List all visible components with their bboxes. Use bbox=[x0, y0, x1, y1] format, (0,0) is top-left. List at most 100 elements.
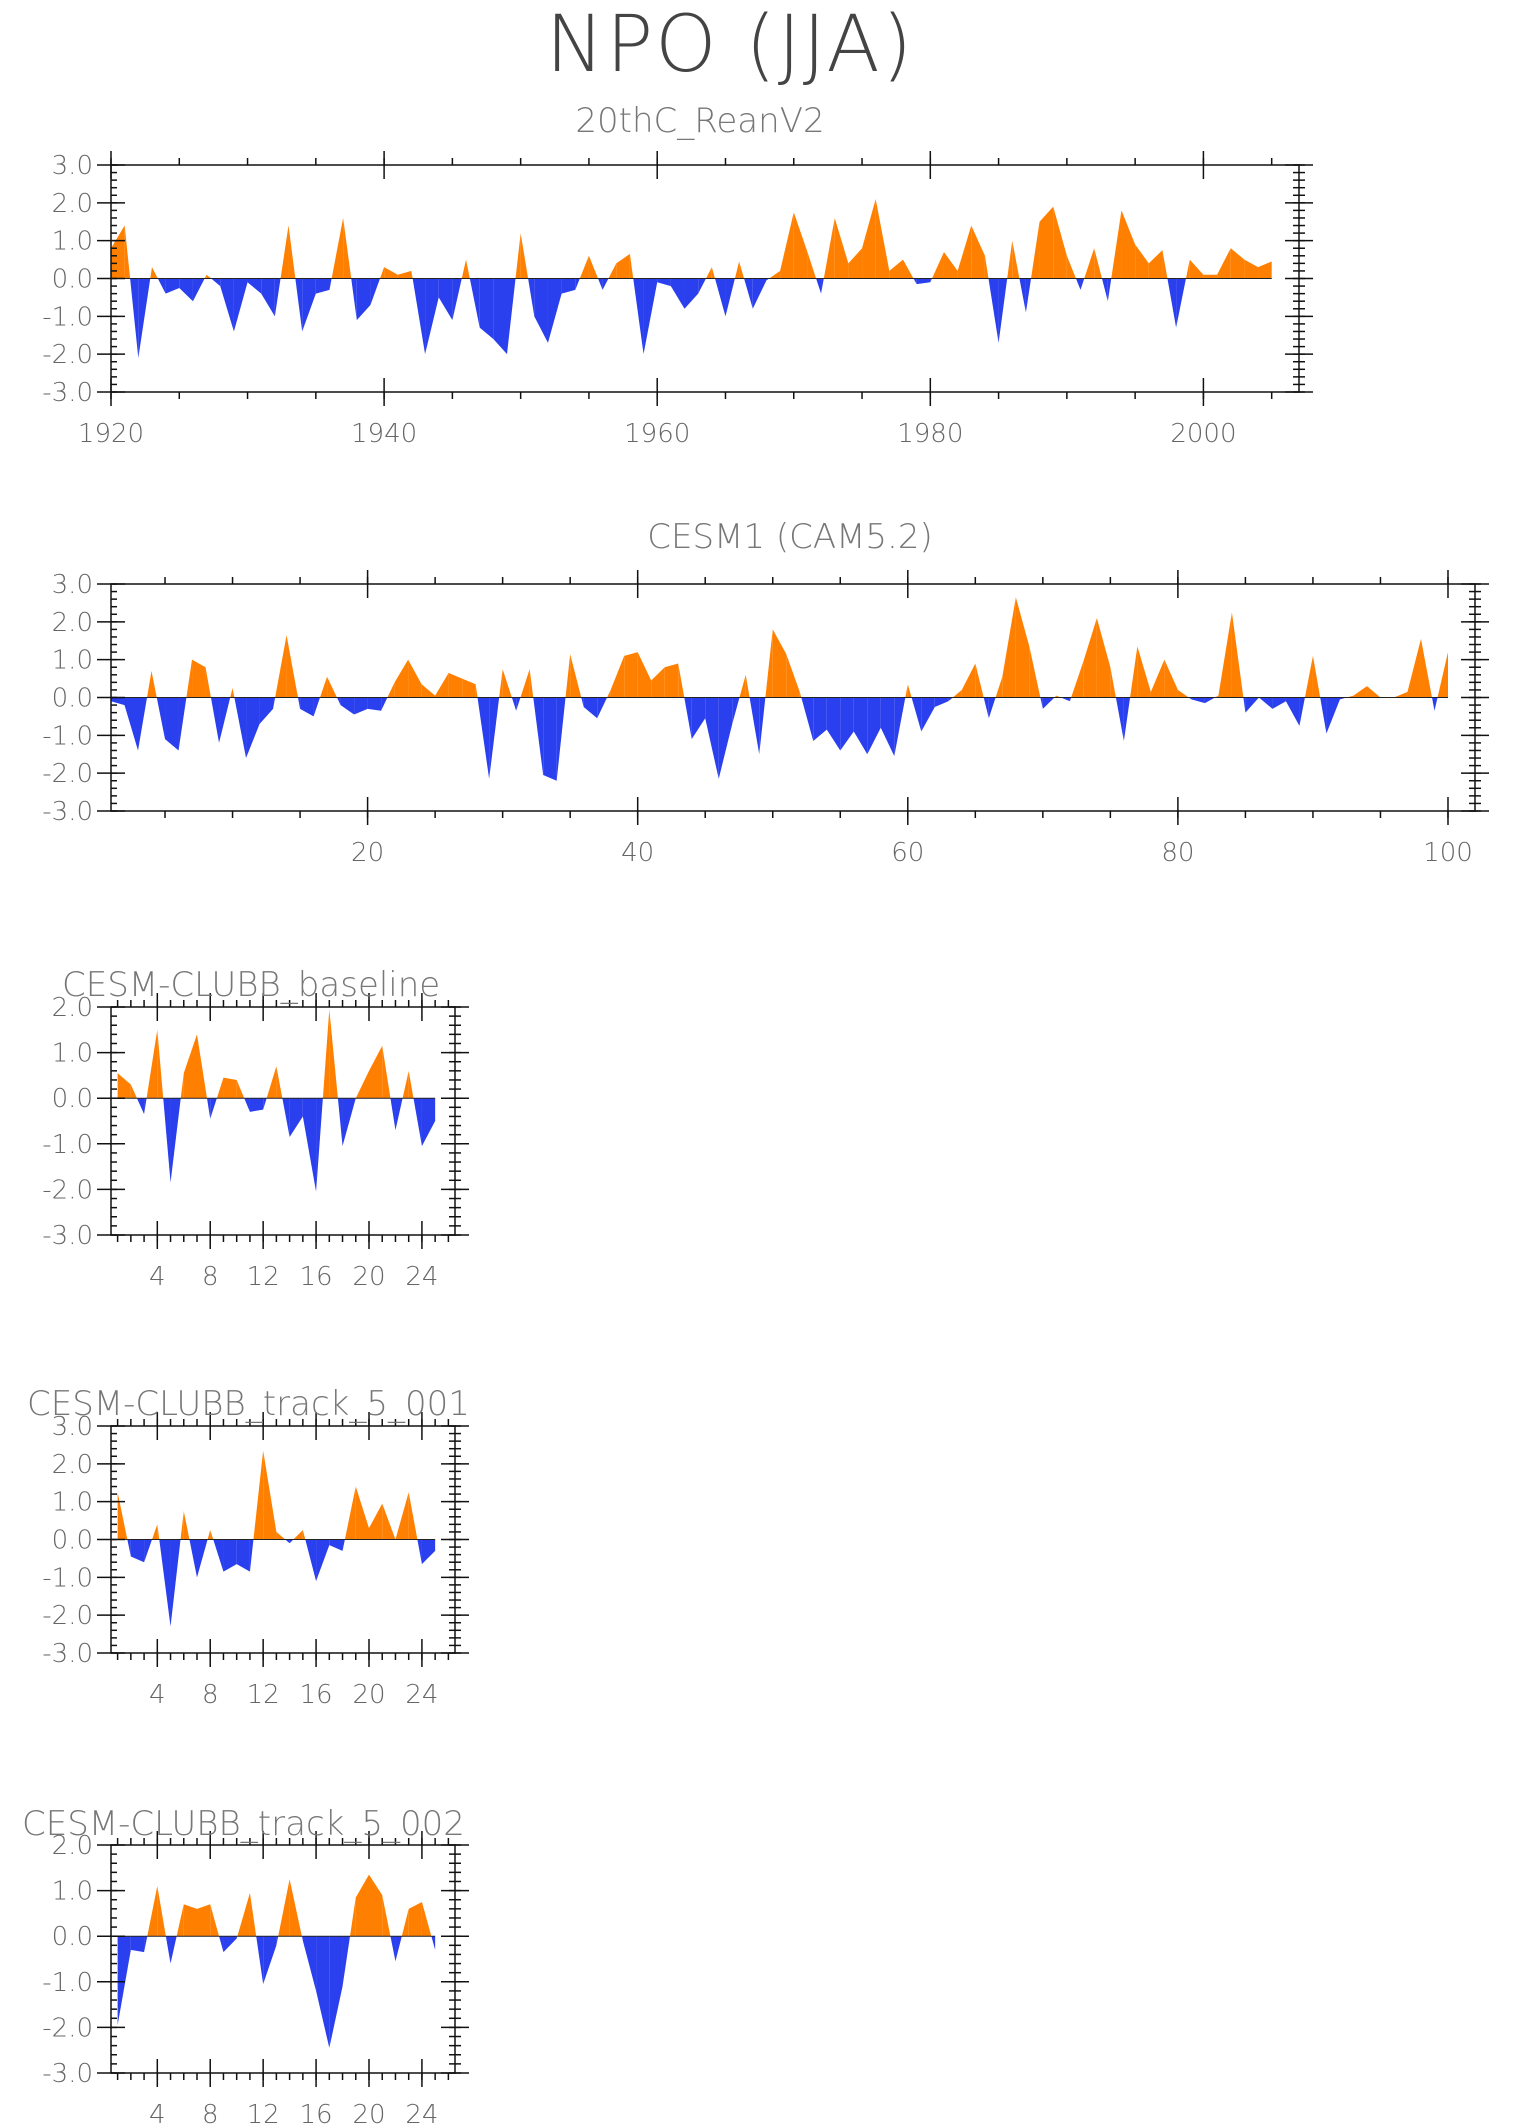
x-tick-label: 12 bbox=[247, 2100, 280, 2125]
area-segment-5 bbox=[165, 278, 180, 294]
area-segment-67-b bbox=[1019, 278, 1026, 313]
area-segment-73-a bbox=[1094, 248, 1102, 279]
area-segment-64 bbox=[971, 225, 985, 279]
area-segment-36-a bbox=[588, 255, 599, 279]
panel-title: CESM1 (CAM5.2) bbox=[647, 517, 933, 557]
y-tick-label: 1.0 bbox=[52, 1039, 93, 1069]
area-segment-84 bbox=[1244, 259, 1259, 279]
area-segment-8-a bbox=[210, 1904, 220, 1937]
area-segment-9-a bbox=[219, 697, 231, 743]
area-segment-14-a bbox=[286, 635, 298, 698]
area-segment-39-b bbox=[633, 278, 644, 355]
area-segment-13-a bbox=[276, 1531, 286, 1540]
x-tick-label: 1980 bbox=[897, 419, 963, 449]
y-tick-label: 3.0 bbox=[52, 1412, 93, 1442]
area-segment-52-a bbox=[807, 252, 817, 279]
area-segment-13-b bbox=[278, 1879, 290, 1937]
area-segment-90-a bbox=[1312, 655, 1321, 698]
figure-title: NPO (JJA) bbox=[545, 0, 915, 90]
area-segment-6 bbox=[179, 278, 193, 302]
area-segment-15 bbox=[300, 697, 314, 717]
area-segment-21 bbox=[384, 267, 398, 279]
area-segment-17-a bbox=[329, 278, 332, 290]
area-segment-40 bbox=[637, 652, 652, 698]
area-segment-26 bbox=[448, 672, 463, 698]
area-segment-48-a bbox=[745, 674, 750, 698]
area-segment-35-b bbox=[579, 255, 589, 279]
area-segment-12 bbox=[263, 1450, 277, 1540]
y-tick-label: -3.0 bbox=[42, 1639, 93, 1669]
area-segment-17-a bbox=[327, 676, 337, 698]
y-tick-label: -3.0 bbox=[42, 378, 93, 408]
area-segment-79-a bbox=[1176, 278, 1186, 328]
x-tick-label: 12 bbox=[247, 1680, 280, 1710]
area-segment-28-b bbox=[477, 697, 490, 779]
area-segment-27 bbox=[462, 678, 476, 698]
panel-title: CESM-CLUBB_baseline bbox=[62, 965, 440, 1005]
area-segment-13-a bbox=[274, 278, 281, 317]
x-tick-label: 8 bbox=[202, 1262, 219, 1292]
y-tick-label: -1.0 bbox=[42, 721, 93, 751]
area-segment-73 bbox=[1083, 618, 1097, 698]
area-segment-54 bbox=[834, 217, 849, 279]
area-segment-57 bbox=[867, 697, 881, 755]
area-segment-18-a bbox=[342, 1936, 351, 1987]
area-segment-66-a bbox=[988, 697, 996, 719]
y-tick-label: 2.0 bbox=[52, 1450, 93, 1480]
area-segment-12 bbox=[259, 697, 274, 724]
area-segment-14-b bbox=[301, 1936, 303, 1941]
area-segment-37-b bbox=[608, 263, 617, 279]
area-segment-4-b bbox=[156, 697, 166, 740]
area-segment-3-a bbox=[144, 1098, 147, 1115]
area-segment-15-a bbox=[302, 1530, 306, 1540]
area-segment-20-a bbox=[370, 278, 381, 305]
area-segment-2-a bbox=[124, 225, 131, 279]
area-segment-32-b bbox=[533, 697, 544, 776]
area-segment-44-a bbox=[698, 278, 706, 294]
area-segment-68 bbox=[1015, 597, 1030, 698]
area-segment-43-b bbox=[684, 697, 692, 740]
area-segment-6-b bbox=[189, 1539, 197, 1578]
area-segment-14-a bbox=[289, 1879, 302, 1937]
area-segment-18-a bbox=[342, 1098, 356, 1147]
area-segment-65-b bbox=[988, 278, 999, 343]
x-tick-label: 24 bbox=[405, 2100, 438, 2125]
area-segment-43 bbox=[684, 278, 699, 309]
area-segment-68-a bbox=[1025, 278, 1032, 313]
area-segment-16-a bbox=[316, 1098, 323, 1192]
area-segment-17-b bbox=[336, 697, 341, 706]
area-segment-35-a bbox=[570, 653, 582, 698]
panel-title: CESM-CLUBB_track_5_002 bbox=[22, 1804, 465, 1844]
area-segment-8-a bbox=[210, 1098, 217, 1119]
area-segment-14-a bbox=[288, 225, 296, 279]
area-segment-52-a bbox=[799, 691, 802, 698]
area-segment-89-a bbox=[1299, 697, 1305, 726]
area-segment-16-a bbox=[313, 697, 321, 717]
area-segment-16-b bbox=[322, 1009, 330, 1099]
area-segment-11 bbox=[247, 278, 262, 294]
area-segment-75-a bbox=[1110, 667, 1116, 698]
area-segment-89-b bbox=[1304, 655, 1313, 698]
area-segment-57 bbox=[875, 199, 890, 279]
area-segment-42 bbox=[664, 663, 679, 698]
area-segment-11-a bbox=[249, 1539, 254, 1572]
area-segment-38 bbox=[616, 253, 630, 279]
area-segment-48 bbox=[752, 278, 767, 309]
x-tick-label: 16 bbox=[300, 1680, 333, 1710]
area-segment-83 bbox=[1230, 248, 1245, 279]
x-tick-label: 20 bbox=[351, 838, 384, 868]
area-segment-18-b bbox=[351, 278, 357, 321]
area-segment-41 bbox=[657, 278, 671, 287]
area-segment-63 bbox=[957, 225, 972, 279]
area-segment-1 bbox=[117, 1073, 131, 1099]
area-segment-60-b bbox=[911, 697, 922, 732]
area-segment-19 bbox=[356, 278, 371, 321]
area-segment-5-b bbox=[176, 1904, 184, 1937]
panel-cesm1-cam5-2: -3.0 -2.0 -1.0 0.0 1.0 2.0 3.0 20 40 60 80 100 CESM1… bbox=[42, 517, 1489, 868]
area-segment-13-a bbox=[273, 697, 276, 709]
area-segment-74-b bbox=[1111, 210, 1122, 279]
area-segment-34-a bbox=[556, 697, 566, 781]
area-segment-88 bbox=[1285, 697, 1300, 726]
area-segment-84-a bbox=[1231, 612, 1244, 698]
area-segment-13-b bbox=[282, 1098, 290, 1137]
